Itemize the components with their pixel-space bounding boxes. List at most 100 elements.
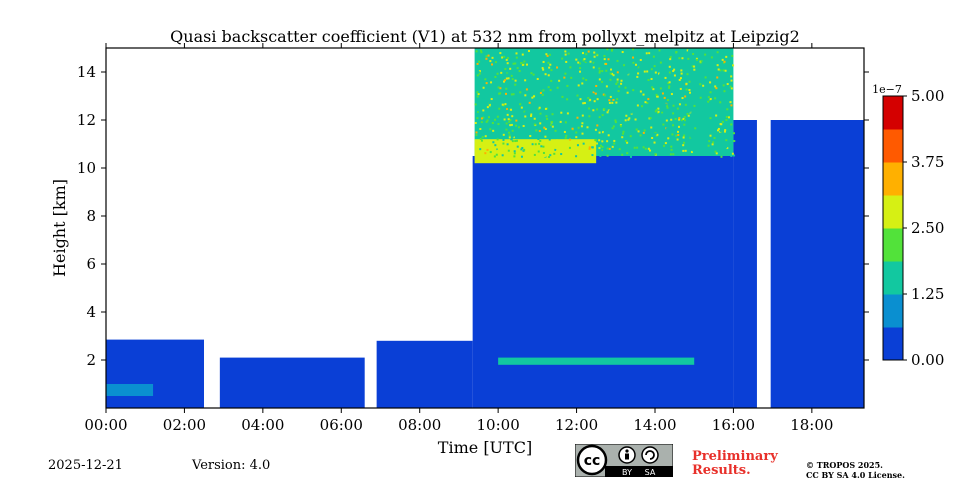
speckle [552,100,555,103]
speckle [596,98,599,101]
speckle [729,85,732,88]
speckle [715,152,718,155]
speckle [513,150,516,153]
speckle [678,118,681,121]
speckle [699,96,702,99]
speckle [539,139,542,142]
speckle [588,147,591,150]
speckle [545,53,548,56]
speckle [621,51,624,54]
speckle [487,54,490,57]
speckle [611,127,614,130]
speckle [669,56,672,59]
speckle [673,68,676,71]
speckle [658,149,661,152]
speckle [635,63,638,66]
speckle [677,125,680,128]
speckle [598,78,601,81]
speckle [631,60,634,63]
speckle [477,70,480,73]
speckle [490,98,493,101]
y-tick-label: 10 [77,159,96,177]
speckle [601,95,604,98]
speckle [688,110,691,113]
speckle [674,118,677,121]
speckle [616,59,619,62]
speckle [655,93,658,96]
speckle [564,53,567,56]
speckle [672,104,675,107]
speckle [671,133,674,136]
speckle [607,109,610,112]
speckle [649,117,652,120]
speckle [626,91,629,94]
speckle [613,89,616,92]
speckle [612,74,615,77]
speckle [725,55,728,58]
speckle [669,58,672,61]
speckle [528,50,531,53]
speckle [721,120,724,123]
speckle [730,79,733,82]
share-alike-icon [641,446,659,464]
speckle [480,66,483,69]
speckle [548,142,551,145]
speckle [542,60,545,63]
speckle [693,104,696,107]
speckle [556,86,559,89]
speckle [667,139,670,142]
heatmap-region-3 [376,340,473,408]
speckle [675,151,678,154]
speckle [492,141,495,144]
speckle [539,91,542,94]
speckle [513,152,516,155]
speckle [499,92,502,95]
speckle [660,109,663,112]
speckle [681,97,684,100]
data-gap-2 [756,48,771,408]
speckle [619,103,622,106]
speckle [639,85,642,88]
speckle [636,146,639,149]
speckle [564,136,567,139]
speckle [508,134,511,137]
speckle [493,132,496,135]
cc-mark: cc [584,453,601,469]
speckle [637,130,640,133]
speckle [591,146,594,149]
speckle [654,110,657,113]
speckle [685,88,688,91]
speckle [556,149,559,152]
preliminary-line-2: Results. [692,463,751,478]
speckle [484,152,487,155]
speckle [727,116,730,119]
preliminary-notice: Preliminary Results. [692,450,778,478]
speckle [683,123,686,126]
speckle [497,123,500,126]
speckle [729,107,732,110]
speckle [494,144,497,147]
speckle [523,110,526,113]
speckle [651,79,654,82]
speckle [709,81,712,84]
speckle [485,120,488,123]
speckle [540,145,543,148]
speckle [725,118,728,121]
speckle [601,140,604,143]
speckle [544,107,547,110]
x-axis-ticks: 00:00 02:00 04:00 06:00 08:00 10:00 12:00 14:00… [84,43,833,434]
speckle [566,98,569,101]
speckle [519,99,522,102]
speckle [596,142,599,145]
speckle [520,106,523,109]
speckle [504,108,507,111]
speckle [677,130,680,133]
speckle [680,72,683,75]
speckle [475,50,478,53]
x-tick-label: 10:00 [477,416,520,434]
speckle [607,58,610,61]
speckle [657,50,660,53]
speckle [676,149,679,152]
speckle [655,108,658,111]
speckle [677,61,680,64]
